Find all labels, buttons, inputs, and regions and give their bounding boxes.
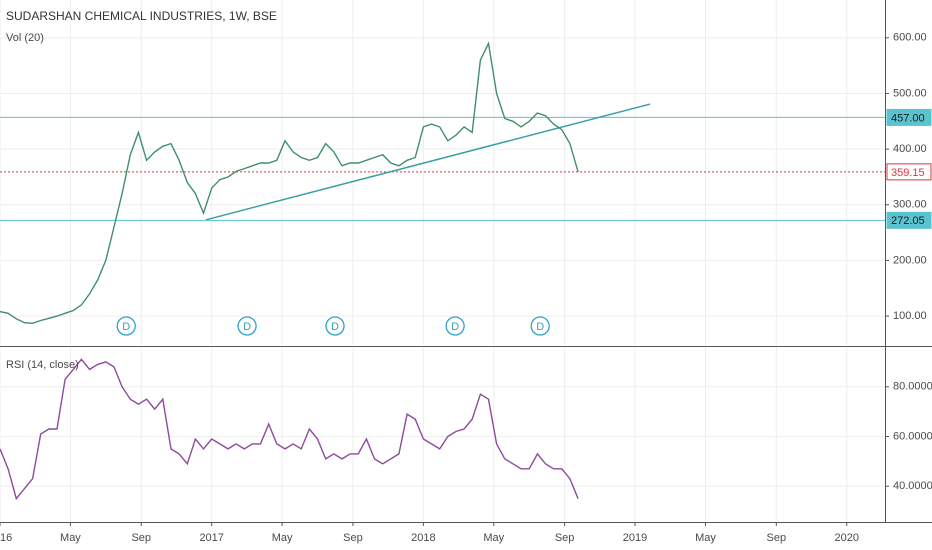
x-tick-label: Sep: [343, 532, 363, 544]
x-tick-label: 2017: [199, 532, 223, 544]
dividend-label: D: [243, 321, 251, 333]
x-tick-label: May: [60, 532, 81, 544]
dividend-marker: [325, 316, 345, 336]
x-tick-label: 2016: [0, 532, 12, 544]
x-tick-label: Sep: [131, 532, 151, 544]
y-tick-label: 400.00: [893, 143, 927, 155]
dividend-marker: [530, 316, 550, 336]
y-tick-label: 80.0000: [893, 381, 932, 393]
x-tick-label: May: [483, 532, 504, 544]
level-label: 457.00: [891, 112, 925, 124]
dividend-label: D: [536, 321, 544, 333]
y-tick-label: 600.00: [893, 32, 927, 44]
dividend-marker: [116, 316, 136, 336]
dividend-label: D: [122, 321, 130, 333]
x-tick-label: 2019: [623, 532, 647, 544]
x-tick-label: 2020: [834, 532, 858, 544]
rsi-label: RSI (14, close): [6, 359, 79, 371]
x-tick-label: Sep: [555, 532, 575, 544]
y-tick-label: 100.00: [893, 310, 927, 322]
chart-title: SUDARSHAN CHEMICAL INDUSTRIES, 1W, BSE: [6, 9, 277, 23]
level-label: 359.15: [891, 167, 925, 179]
level-label: 272.05: [891, 215, 925, 227]
rsi-line: [0, 358, 579, 501]
volume-label: Vol (20): [6, 32, 44, 44]
y-tick-label: 300.00: [893, 199, 927, 211]
x-tick-label: Sep: [767, 532, 787, 544]
level-label-box: [886, 163, 932, 181]
y-tick-label: 40.0000: [893, 480, 932, 492]
x-tick-label: 2018: [411, 532, 435, 544]
y-tick-label: 200.00: [893, 254, 927, 266]
trend-line: [205, 103, 651, 221]
level-label-box: [886, 211, 932, 229]
dividend-label: D: [451, 321, 459, 333]
y-tick-label: 500.00: [893, 87, 927, 99]
x-tick-label: May: [272, 532, 293, 544]
dividend-label: D: [331, 321, 339, 333]
grid: [0, 0, 885, 521]
x-tick-label: May: [695, 532, 716, 544]
y-tick-label: 60.0000: [893, 430, 932, 442]
dividend-marker: [237, 316, 257, 336]
price-line: [0, 41, 579, 325]
dividend-marker: [445, 316, 465, 336]
labels: 100.00 200.00 300.00 400.00 500.00 600.00 457.…: [0, 32, 932, 544]
level-label-box: [886, 108, 932, 126]
